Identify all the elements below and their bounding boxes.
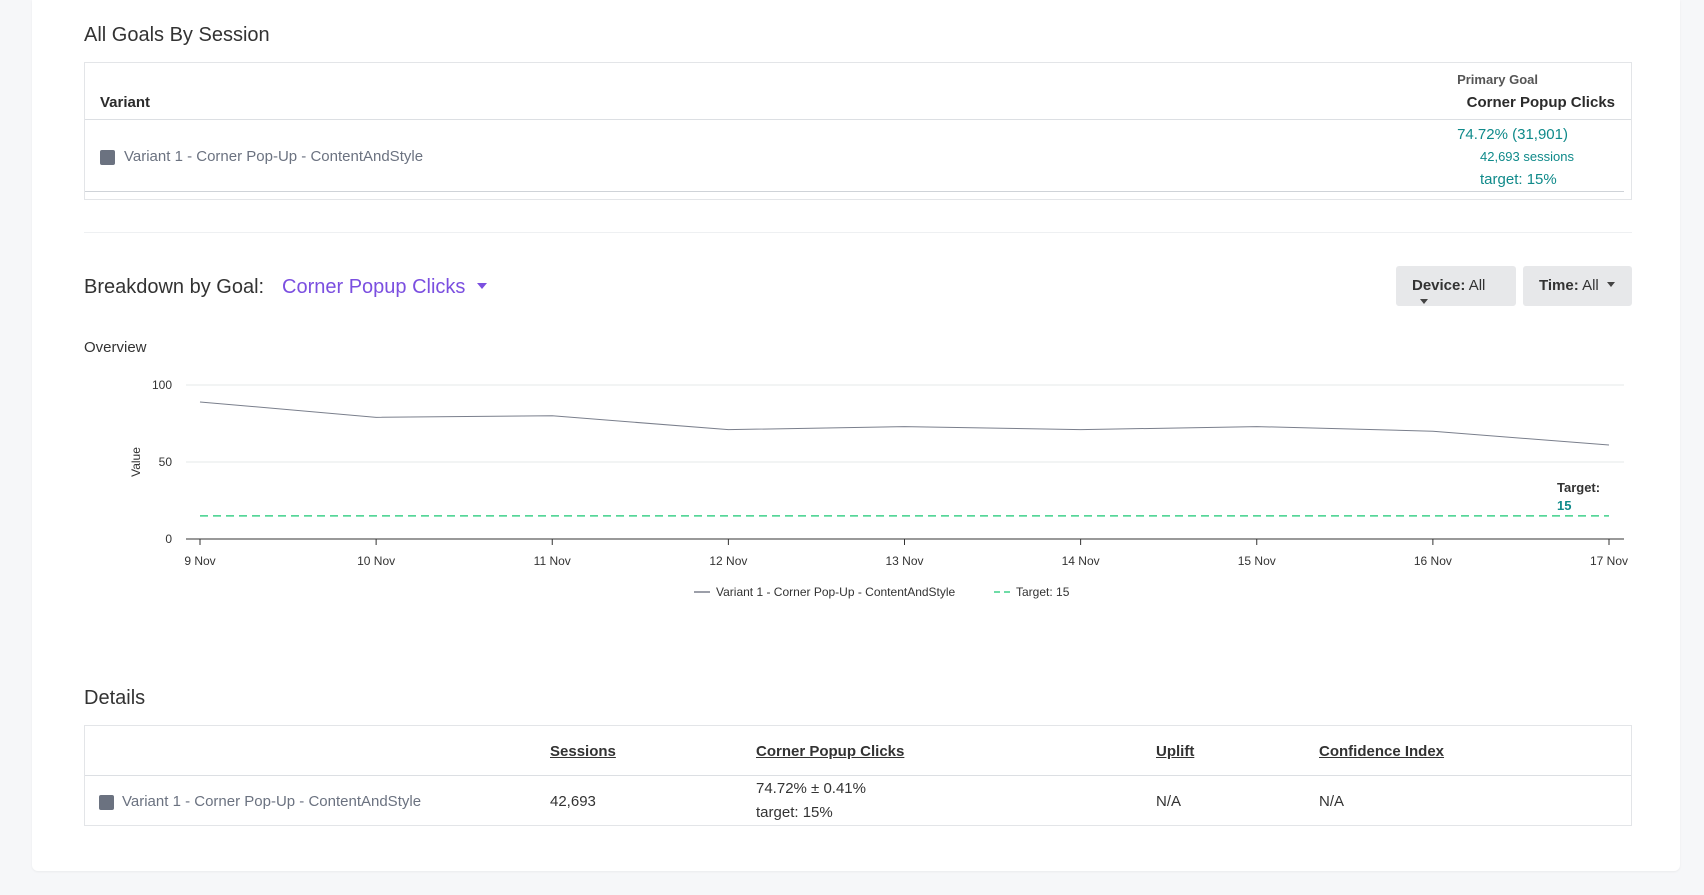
details-col-sessions[interactable]: Sessions — [550, 743, 616, 760]
time-filter-button[interactable]: Time: All — [1523, 266, 1632, 306]
target-annotation-value: 15 — [1557, 498, 1571, 513]
details-col-clicks[interactable]: Corner Popup Clicks — [756, 743, 905, 760]
time-filter-value: All — [1582, 277, 1599, 294]
goals-col-variant: Variant — [100, 94, 151, 111]
legend-item: Target: 15 — [1016, 585, 1070, 599]
goals-header-divider — [85, 119, 1631, 120]
x-tick-label: 9 Nov — [184, 554, 215, 568]
goals-row-divider — [85, 191, 1624, 192]
breakdown-label: Breakdown by Goal: — [84, 276, 265, 298]
details-uplift: N/A — [1156, 793, 1182, 810]
y-axis-label: Value — [129, 447, 143, 477]
goals-rate: 74.72% (31,901) — [1457, 126, 1568, 143]
variant-color-swatch — [100, 150, 115, 165]
details-sessions: 42,693 — [550, 793, 596, 810]
target-annotation-label: Target: — [1557, 480, 1600, 495]
goals-table: Variant Primary Goal Corner Popup Clicks… — [84, 62, 1632, 200]
primary-goal-name: Corner Popup Clicks — [1466, 94, 1615, 111]
details-col-confidence[interactable]: Confidence Index — [1319, 743, 1445, 760]
variant-series-line — [199, 401, 1610, 446]
chevron-down-icon — [1606, 281, 1615, 287]
details-table: Sessions Corner Popup Clicks Uplift Conf… — [84, 725, 1632, 826]
time-filter-label: Time: — [1539, 277, 1579, 294]
details-variant-name[interactable]: Variant 1 - Corner Pop-Up - ContentAndSt… — [122, 793, 422, 810]
overview-label: Overview — [84, 339, 147, 356]
legend-item: Variant 1 - Corner Pop-Up - ContentAndSt… — [716, 585, 956, 599]
y-tick-label: 100 — [152, 378, 172, 392]
details-clicks: 74.72% ± 0.41% — [756, 780, 866, 797]
chevron-down-icon — [477, 282, 488, 289]
primary-goal-caption: Primary Goal — [1457, 72, 1538, 87]
overview-line-chart: 0 50 100 Value 9 Nov 10 Nov 11 Nov 12 Nov 13 Nov… — [129, 378, 1628, 599]
details-clicks-target: target: 15% — [756, 804, 833, 821]
goals-section-title: All Goals By Session — [84, 24, 270, 46]
device-filter-value: All — [1468, 277, 1486, 294]
chevron-down-icon — [1420, 298, 1428, 304]
x-tick-label: 15 Nov — [1238, 554, 1276, 568]
section-divider — [84, 232, 1632, 233]
goal-dropdown-value: Corner Popup Clicks — [282, 276, 466, 298]
device-filter-label: Device: — [1412, 277, 1466, 294]
details-col-uplift[interactable]: Uplift — [1156, 743, 1195, 760]
y-tick-label: 0 — [165, 532, 172, 546]
y-tick-label: 50 — [159, 455, 173, 469]
x-tick-label: 17 Nov — [1590, 554, 1628, 568]
x-tick-label: 11 Nov — [534, 554, 571, 568]
x-tick-label: 14 Nov — [1062, 554, 1100, 568]
x-tick-label: 10 Nov — [357, 554, 395, 568]
details-confidence: N/A — [1319, 793, 1345, 810]
variant-color-swatch — [99, 795, 114, 810]
goals-target: target: 15% — [1480, 171, 1557, 188]
device-filter-button[interactable]: Device: All — [1396, 266, 1516, 306]
goal-dropdown[interactable]: Corner Popup Clicks — [282, 276, 488, 299]
goals-sessions: 42,693 sessions — [1480, 149, 1574, 164]
details-title: Details — [84, 687, 146, 709]
x-tick-label: 12 Nov — [709, 554, 747, 568]
x-tick-label: 13 Nov — [885, 554, 923, 568]
details-header-divider — [85, 775, 1631, 776]
goals-variant-name[interactable]: Variant 1 - Corner Pop-Up - ContentAndSt… — [124, 148, 424, 165]
x-tick-label: 16 Nov — [1414, 554, 1452, 568]
report-card: All Goals By Session Variant Primary Goa… — [32, 0, 1680, 871]
